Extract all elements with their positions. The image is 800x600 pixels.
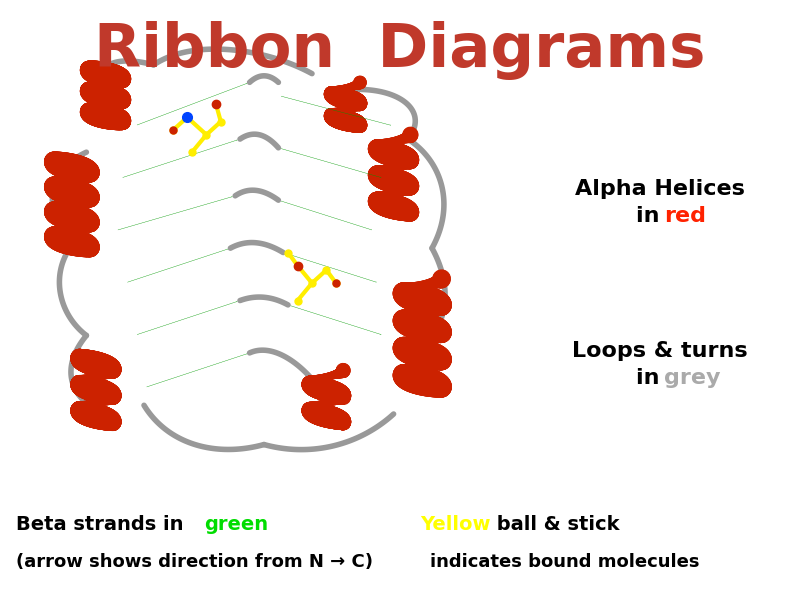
FancyArrowPatch shape — [122, 140, 238, 178]
Text: in: in — [636, 206, 667, 226]
FancyArrowPatch shape — [137, 83, 247, 125]
Text: Beta strands in: Beta strands in — [16, 515, 190, 535]
FancyArrowPatch shape — [281, 96, 391, 125]
Text: (arrow shows direction from N → C): (arrow shows direction from N → C) — [16, 553, 373, 571]
FancyArrowPatch shape — [290, 305, 382, 335]
Text: Loops & turns: Loops & turns — [572, 341, 748, 361]
FancyArrowPatch shape — [118, 196, 233, 230]
Text: in: in — [636, 368, 667, 388]
FancyArrowPatch shape — [127, 249, 228, 283]
Text: red: red — [664, 206, 706, 226]
Text: Yellow: Yellow — [420, 515, 490, 535]
FancyArrowPatch shape — [137, 301, 238, 335]
Text: ball & stick: ball & stick — [490, 515, 620, 535]
FancyArrowPatch shape — [281, 148, 382, 178]
Text: Alpha Helices: Alpha Helices — [575, 179, 745, 199]
Text: grey: grey — [664, 368, 721, 388]
Text: indicates bound molecules: indicates bound molecules — [430, 553, 700, 571]
FancyArrowPatch shape — [286, 253, 377, 283]
FancyArrowPatch shape — [281, 201, 372, 230]
FancyArrowPatch shape — [146, 353, 247, 387]
Text: Ribbon  Diagrams: Ribbon Diagrams — [94, 21, 706, 80]
Text: green: green — [204, 515, 268, 535]
